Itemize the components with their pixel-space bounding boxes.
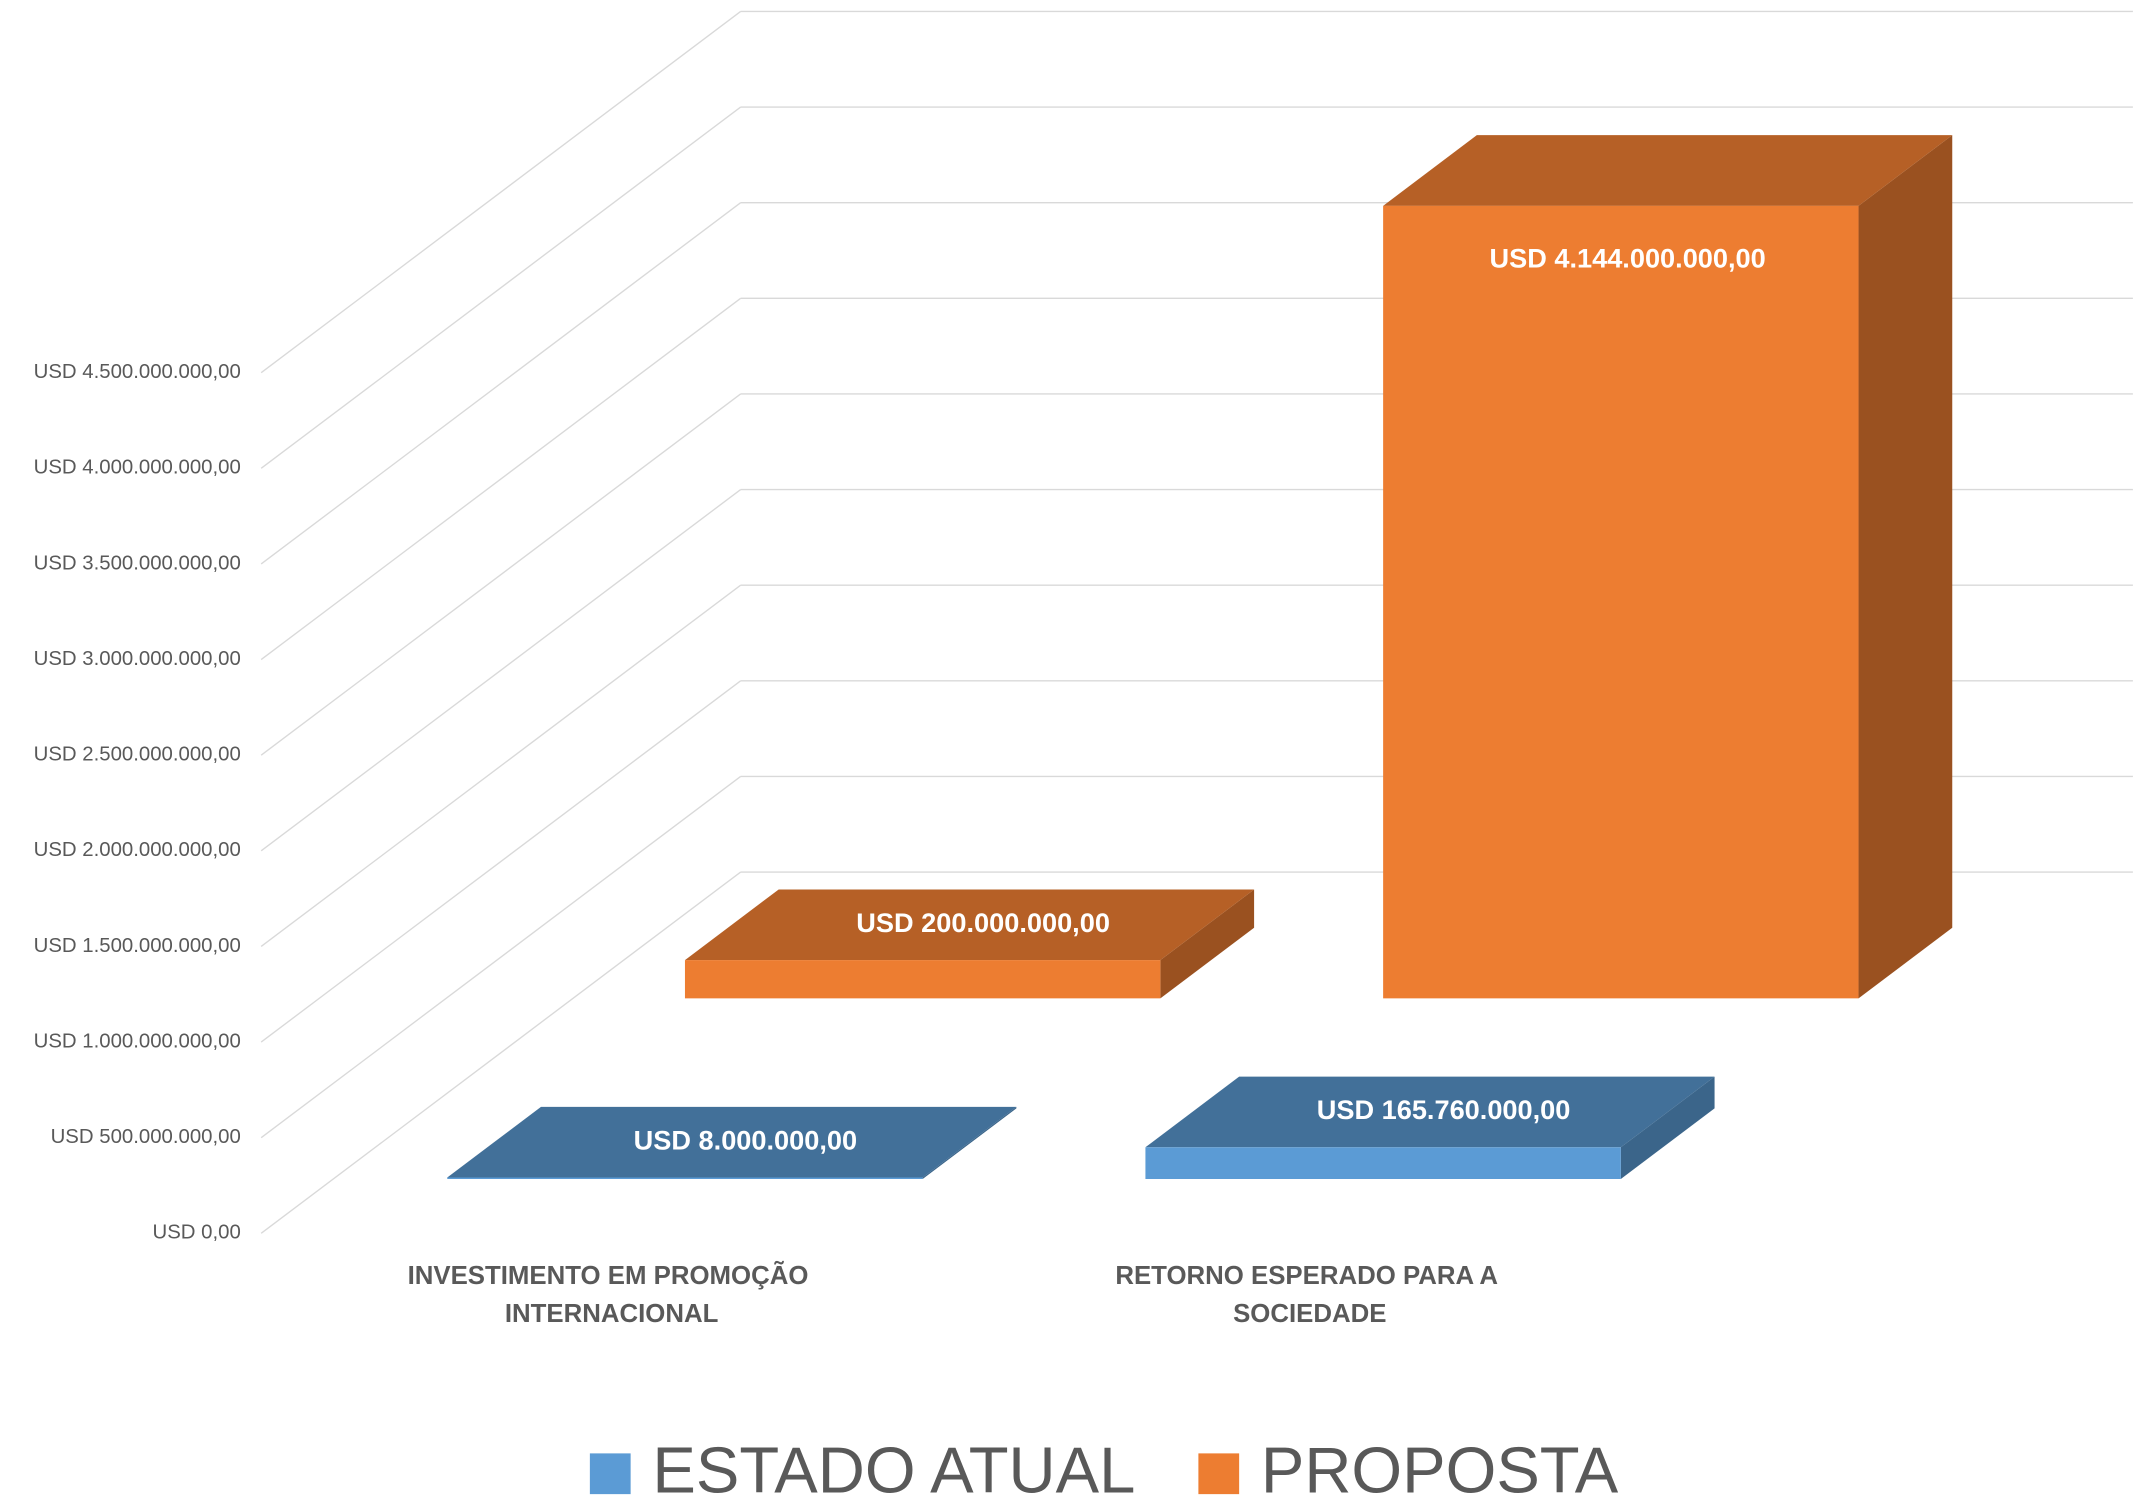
y-tick-label: USD 2.500.000.000,00 [34, 744, 241, 766]
y-tick-label: USD 4.500.000.000,00 [34, 361, 241, 383]
grid-line [260, 202, 742, 565]
grid-line [260, 488, 742, 852]
grid-line [260, 106, 742, 469]
bar-side [1620, 1076, 1715, 1180]
value-label: USD 165.760.000,00 [1317, 1094, 1571, 1125]
bar [447, 1106, 1017, 1180]
x-tick-label: INVESTIMENTO EM PROMOÇÃO INTERNACIONAL [408, 1260, 816, 1328]
grid-line [260, 10, 742, 374]
grid-line [260, 871, 742, 1234]
y-tick-label: USD 1.000.000.000,00 [34, 1030, 241, 1052]
legend-swatch [589, 1453, 631, 1495]
y-tick-label: USD 500.000.000,00 [51, 1126, 241, 1148]
legend-label: PROPOSTA [1261, 1433, 1619, 1505]
bar-front [1145, 1147, 1621, 1180]
x-tick-label: RETORNO ESPERADO PARA A SOCIEDADE [1115, 1262, 1504, 1328]
y-tick-label: USD 0,00 [153, 1222, 241, 1244]
y-tick-label: USD 1.500.000.000,00 [34, 935, 241, 957]
bar-front [1383, 205, 1859, 999]
bar-side [1160, 889, 1255, 999]
bar-front [684, 960, 1161, 999]
bar-top [684, 889, 1255, 961]
bar-top [1145, 1076, 1715, 1148]
grid-line [260, 393, 742, 756]
bar-side [1858, 135, 1953, 999]
bar [1383, 135, 1953, 999]
y-tick-label: USD 3.000.000.000,00 [34, 648, 241, 670]
grid-line [260, 297, 742, 661]
bar [1145, 1076, 1715, 1180]
grid-line [260, 775, 742, 1139]
bar-front [447, 1177, 923, 1180]
y-tick-label: USD 2.000.000.000,00 [34, 839, 241, 861]
grid-line [260, 680, 742, 1043]
y-tick-label: USD 3.500.000.000,00 [34, 552, 241, 574]
y-tick-label: USD 4.000.000.000,00 [34, 457, 241, 479]
value-label: USD 4.144.000.000,00 [1489, 242, 1765, 273]
legend-label: ESTADO ATUAL [652, 1433, 1135, 1505]
legend-swatch [1198, 1453, 1240, 1495]
grid-line [260, 584, 742, 948]
bar-top [447, 1106, 1017, 1178]
bar-top [1383, 135, 1953, 206]
bar-side [922, 1106, 1017, 1180]
value-label: USD 8.000.000,00 [634, 1124, 857, 1155]
bar [684, 889, 1255, 999]
value-label: USD 200.000.000,00 [856, 907, 1110, 938]
